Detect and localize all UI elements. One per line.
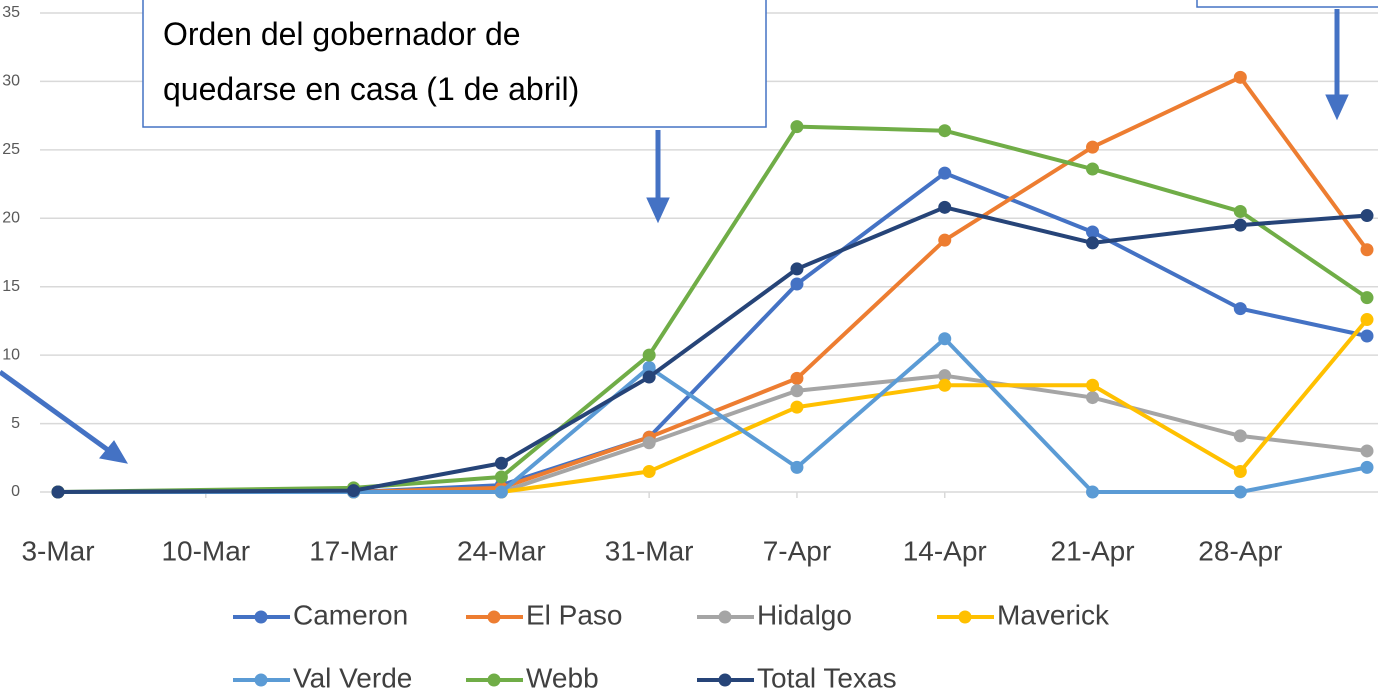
data-point — [494, 470, 508, 484]
y-tick-label: 20 — [2, 210, 20, 227]
data-point — [1086, 162, 1100, 176]
data-point — [938, 378, 952, 392]
legend-label: Maverick — [997, 599, 1110, 630]
data-point — [790, 460, 804, 474]
data-point — [1233, 464, 1247, 478]
legend-label: Hidalgo — [757, 599, 852, 630]
annotation-box — [1196, 0, 1378, 8]
series-line — [58, 373, 1368, 494]
legend-marker — [254, 673, 268, 687]
data-point — [642, 348, 656, 362]
legend-label: Val Verde — [293, 662, 412, 693]
x-tick-label: 3-Mar — [21, 535, 94, 566]
arrow — [0, 369, 110, 453]
data-point — [642, 436, 656, 450]
data-point — [1360, 460, 1374, 474]
data-point — [1233, 204, 1247, 218]
data-point — [1360, 291, 1374, 305]
x-tick-label: 10-Mar — [161, 535, 250, 566]
data-point — [494, 485, 508, 499]
legend-marker — [718, 673, 732, 687]
data-point — [790, 277, 804, 291]
y-tick-label: 10 — [2, 346, 20, 363]
data-point — [1233, 70, 1247, 84]
data-point — [790, 384, 804, 398]
data-point — [938, 369, 952, 383]
data-point — [1233, 429, 1247, 443]
data-point — [1086, 140, 1100, 154]
data-point — [1086, 378, 1100, 392]
legend-label: Webb — [526, 662, 599, 693]
legend-label: El Paso — [526, 599, 623, 630]
legend-marker — [487, 673, 501, 687]
x-tick-label: 24-Mar — [457, 535, 546, 566]
y-tick-label: 35 — [2, 4, 20, 21]
legend-marker — [254, 610, 268, 624]
data-point — [938, 124, 952, 138]
series-line — [58, 336, 1368, 494]
data-point — [1233, 485, 1247, 499]
annotation-box — [142, 0, 767, 128]
y-tick-label: 30 — [2, 73, 20, 90]
y-tick-label: 5 — [11, 415, 20, 432]
annotation-text: quedarse en casa (1 de abril) — [163, 71, 579, 107]
series-line — [57, 124, 1369, 494]
legend-marker — [487, 610, 501, 624]
x-tick-label: 14-Apr — [903, 535, 987, 566]
data-point — [1360, 209, 1374, 223]
data-point — [1360, 243, 1374, 257]
data-point — [642, 464, 656, 478]
data-point — [1086, 236, 1100, 250]
data-point — [642, 370, 656, 384]
y-tick-label: 25 — [2, 141, 20, 158]
y-tick-label: 0 — [11, 483, 20, 500]
data-point — [347, 484, 361, 498]
arrow-head — [99, 440, 128, 464]
arrow-head — [1325, 94, 1349, 121]
data-point — [1233, 218, 1247, 232]
data-point — [938, 332, 952, 346]
data-point — [51, 485, 65, 499]
data-point — [790, 120, 804, 134]
data-point — [642, 360, 656, 374]
data-point — [790, 262, 804, 276]
legend: Cameron El Paso Hidalgo Maverick Val Verde We… — [233, 599, 1110, 693]
arrows — [0, 9, 1349, 464]
x-tick-label: 31-Mar — [605, 535, 694, 566]
series-line — [57, 205, 1368, 494]
legend-label: Cameron — [293, 599, 408, 630]
x-tick-label: 21-Apr — [1051, 535, 1135, 566]
plot — [51, 70, 1374, 499]
data-point — [494, 456, 508, 470]
legend-label: Total Texas — [757, 662, 897, 693]
data-point — [1360, 329, 1374, 343]
data-point — [1233, 302, 1247, 316]
data-point — [938, 233, 952, 247]
data-point — [1360, 313, 1374, 327]
data-point — [1360, 444, 1374, 458]
data-point — [1086, 391, 1100, 405]
data-point — [938, 200, 952, 214]
data-point — [1086, 485, 1100, 499]
arrow-head — [646, 197, 670, 224]
data-point — [790, 400, 804, 414]
legend-marker — [718, 610, 732, 624]
x-tick-label: 17-Mar — [309, 535, 398, 566]
annotation-text: Orden del gobernador de — [163, 16, 521, 52]
data-point — [790, 371, 804, 385]
data-point — [1086, 225, 1100, 239]
x-tick-label: 7-Apr — [763, 535, 831, 566]
y-tick-label: 15 — [2, 278, 20, 295]
series-line — [58, 318, 1369, 494]
legend-marker — [958, 610, 972, 624]
data-point — [938, 166, 952, 180]
x-tick-label: 28-Apr — [1198, 535, 1282, 566]
